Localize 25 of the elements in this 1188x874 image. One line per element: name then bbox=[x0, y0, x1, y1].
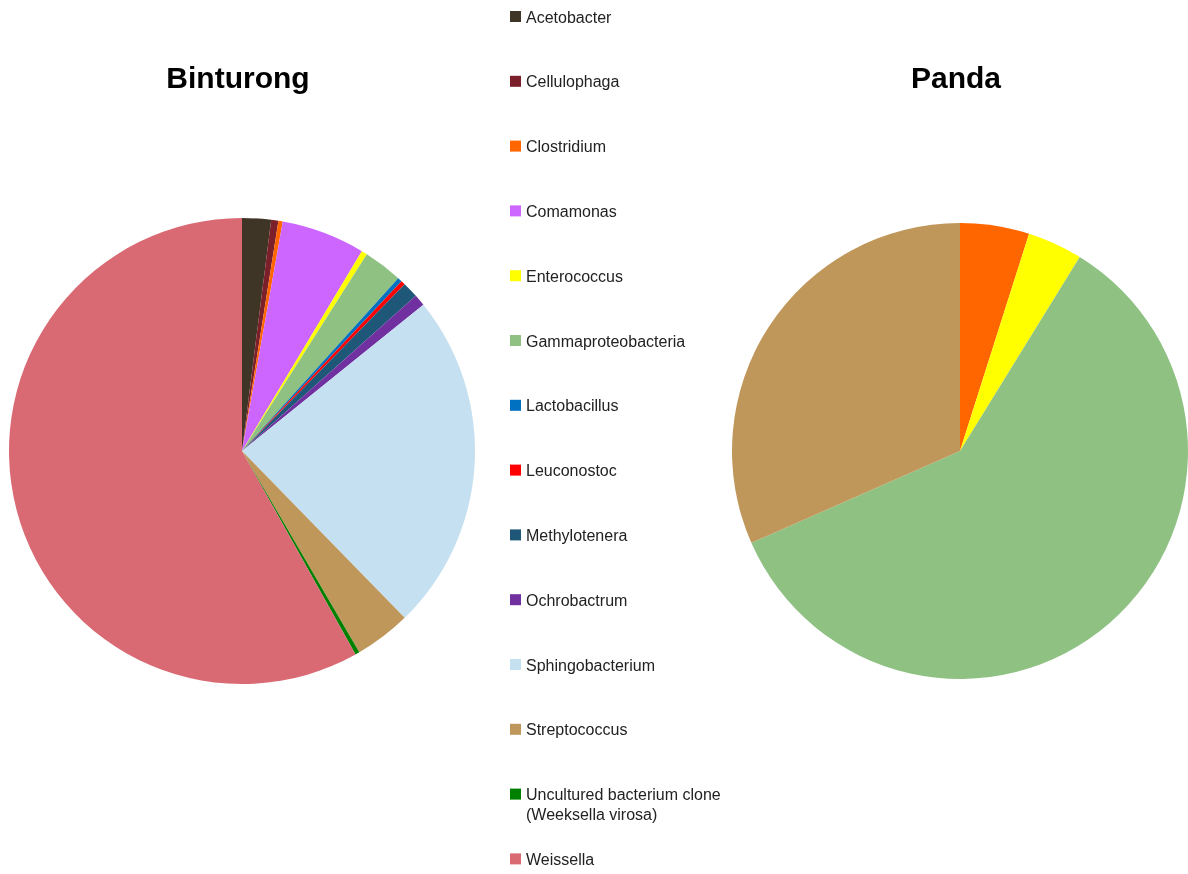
pie-slice bbox=[9, 218, 356, 684]
legend-label: Streptococcus bbox=[526, 721, 628, 739]
pie-slice bbox=[242, 251, 367, 451]
legend-label: Enterococcus bbox=[526, 267, 623, 285]
legend-label: Weissella bbox=[526, 851, 595, 868]
legend-label: Acetobacter bbox=[526, 8, 613, 26]
pie-slice bbox=[242, 304, 475, 618]
text: Binturong bbox=[166, 61, 310, 94]
legend-label: Gammaproteobacteria bbox=[526, 332, 686, 350]
legend-label: Ochrobactrum bbox=[526, 591, 628, 609]
pie-slice bbox=[732, 223, 960, 543]
chart-title: Panda bbox=[910, 61, 1002, 94]
legend-label: Methylotenera bbox=[526, 527, 628, 544]
legend-label: Leuconostoc bbox=[526, 462, 617, 480]
legend-label: Lactobacillus bbox=[526, 397, 619, 415]
pie-slice bbox=[960, 223, 1030, 451]
legend-label: Cellulophaga bbox=[526, 73, 620, 91]
legend-label: Sphingobacterium bbox=[526, 656, 655, 674]
legend-label: Uncultured bacterium clone (Weeksella virosa) bbox=[526, 786, 721, 824]
legend-label: Clostridium bbox=[526, 138, 607, 156]
legend-label: Comamonas bbox=[526, 203, 617, 220]
pie-slice bbox=[242, 221, 362, 451]
pie-slice bbox=[960, 233, 1080, 451]
pie-slice bbox=[751, 256, 1188, 679]
pie-slice bbox=[242, 451, 405, 653]
